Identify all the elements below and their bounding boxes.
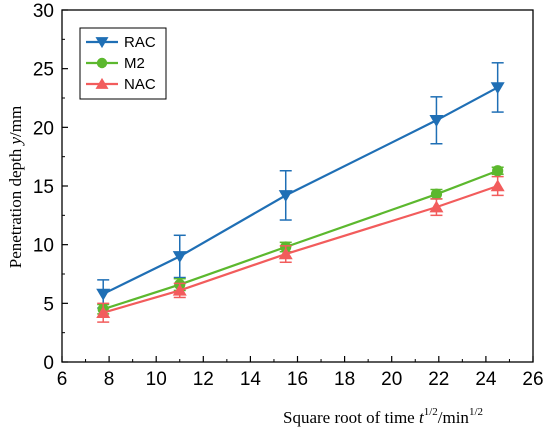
data-point-nac-3 [429,200,444,213]
legend-label: RAC [124,34,156,51]
x-tick-label: 18 [334,369,355,390]
x-tick-label: 26 [522,369,543,390]
data-point-rac-4 [490,82,505,95]
legend-label: M2 [124,55,145,72]
legend-marker [95,37,109,49]
legend-entry-rac: RAC [86,34,156,51]
data-point-rac-3 [429,115,444,127]
data-point-nac-2 [278,247,293,260]
legend-entry-m2: M2 [86,55,145,72]
data-point-m2-4 [492,165,504,177]
data-point-nac-4 [490,179,505,192]
y-tick-label: 15 [33,177,54,198]
series-rac [96,62,505,309]
series-nac [96,175,505,323]
data-point-rac-1 [172,251,187,264]
y-axis-title: Penetration depth y/mm [6,106,25,268]
y-tick-label: 10 [33,236,54,257]
x-tick-label: 8 [104,369,115,390]
data-point-rac-2 [278,190,293,203]
y-tick-label: 25 [33,60,54,81]
x-tick-label: 20 [381,369,402,390]
x-tick-label: 10 [146,369,167,390]
x-tick-label: 16 [287,369,308,390]
data-point-m2-3 [430,188,443,200]
y-tick-label: 20 [33,118,54,139]
x-tick-label: 22 [428,369,449,390]
x-tick-label: 6 [57,369,68,390]
plot-area [96,62,505,323]
x-tick-label: 14 [240,369,262,390]
legend-entry-nac: NAC [86,76,156,93]
y-tick-label: 30 [33,1,54,22]
legend: RAC M2 NAC [79,27,167,100]
x-tick-label: 12 [193,369,214,390]
data-point-nac-0 [96,306,111,318]
x-tick-label: 24 [475,369,497,390]
legend-marker [95,77,109,89]
data-point-nac-1 [172,283,187,296]
axes: 6 8 10 12 14 16 18 20 22 24 26 0 5 10 15 20 25 30 [33,1,543,390]
y-tick-label: 5 [43,294,54,315]
x-axis-title: Square root of time t1/2/min1/2 [283,406,483,427]
data-point-rac-0 [96,288,111,301]
legend-marker [96,57,108,69]
y-tick-label: 0 [43,353,54,374]
legend-label: NAC [124,76,156,93]
